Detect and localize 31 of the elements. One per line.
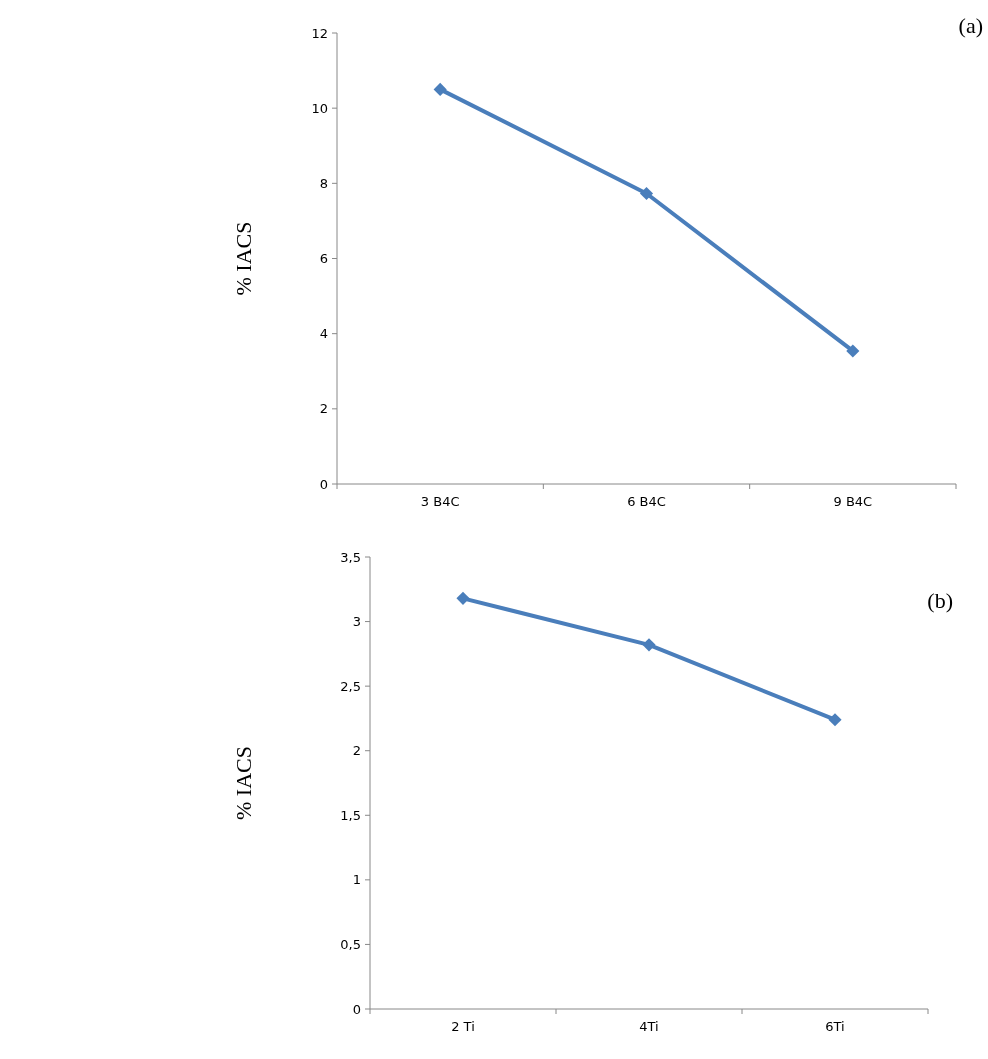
y-tick-label: 8 [319,175,328,191]
y-tick-label: 6 [319,251,328,267]
y-tick-label: 0 [319,476,328,492]
x-tick-label: 2 Ti [451,1019,475,1034]
y-tick-label: 1,5 [340,807,361,823]
y-tick-label: 3,5 [340,549,361,565]
point [642,638,656,652]
point [846,344,860,358]
y-axis-title: % IACS [231,221,256,296]
chart-title: (a) [958,13,983,38]
y-tick-label: 0,5 [340,936,361,952]
point [456,591,470,605]
point [828,713,842,727]
y-tick-label: 2 [319,401,328,417]
y-tick-label: 2,5 [340,678,361,694]
y-axis-title: % IACS [231,746,256,820]
point [433,82,447,96]
y-tick-label: 10 [311,100,328,116]
y-tick-label: 0 [352,1001,361,1017]
y-tick-label: 2 [352,743,361,759]
y-tick-label: 12 [311,25,328,41]
y-tick-label: 1 [352,872,361,888]
x-tick-label: 3 B4C [420,494,460,509]
y-tick-label: 4 [319,326,328,342]
x-tick-label: 4Ti [639,1019,659,1034]
x-tick-label: 6Ti [825,1019,845,1034]
x-tick-label: 6 B4C [627,494,666,509]
x-tick-label: 9 B4C [833,494,873,509]
text: (b) [927,588,953,613]
point [639,186,654,201]
y-tick-label: 3 [352,614,361,630]
